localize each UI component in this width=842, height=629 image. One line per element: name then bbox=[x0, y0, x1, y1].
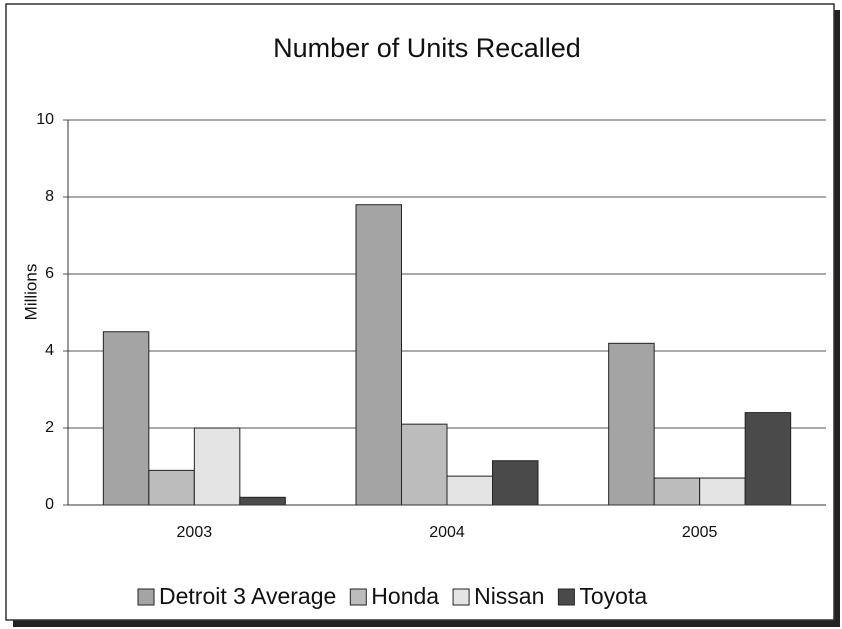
bar bbox=[239, 496, 286, 506]
bar bbox=[446, 475, 493, 506]
chart-title: Number of Units Recalled bbox=[273, 33, 581, 63]
bar bbox=[193, 427, 241, 506]
bar bbox=[699, 477, 746, 506]
bar bbox=[401, 423, 448, 506]
y-tick-label: 8 bbox=[45, 188, 54, 205]
bar bbox=[653, 477, 701, 506]
legend-label: Detroit 3 Average bbox=[159, 583, 336, 609]
legend-swatch bbox=[137, 588, 155, 606]
legend-swatch bbox=[349, 588, 367, 606]
x-tick-label: 2003 bbox=[177, 524, 213, 541]
x-tick-label: 2005 bbox=[682, 524, 718, 541]
y-tick-label: 6 bbox=[45, 265, 54, 282]
y-tick-label: 2 bbox=[45, 419, 54, 436]
legend-label: Honda bbox=[371, 583, 439, 609]
legend-swatch bbox=[452, 588, 470, 606]
bar bbox=[492, 460, 539, 506]
bar bbox=[102, 331, 150, 506]
y-axis-label: Millions bbox=[21, 264, 40, 321]
y-tick-label: 4 bbox=[45, 342, 54, 359]
bar bbox=[744, 412, 792, 506]
legend-swatch bbox=[557, 588, 575, 606]
legend-label: Toyota bbox=[579, 583, 647, 609]
y-tick-label: 10 bbox=[36, 111, 54, 128]
bar bbox=[148, 469, 195, 506]
bar bbox=[608, 342, 655, 506]
frame bbox=[5, 3, 835, 621]
x-tick-label: 2004 bbox=[429, 524, 465, 541]
bar bbox=[355, 204, 402, 506]
legend-label: Nissan bbox=[474, 583, 544, 609]
y-tick-label: 0 bbox=[45, 496, 54, 513]
